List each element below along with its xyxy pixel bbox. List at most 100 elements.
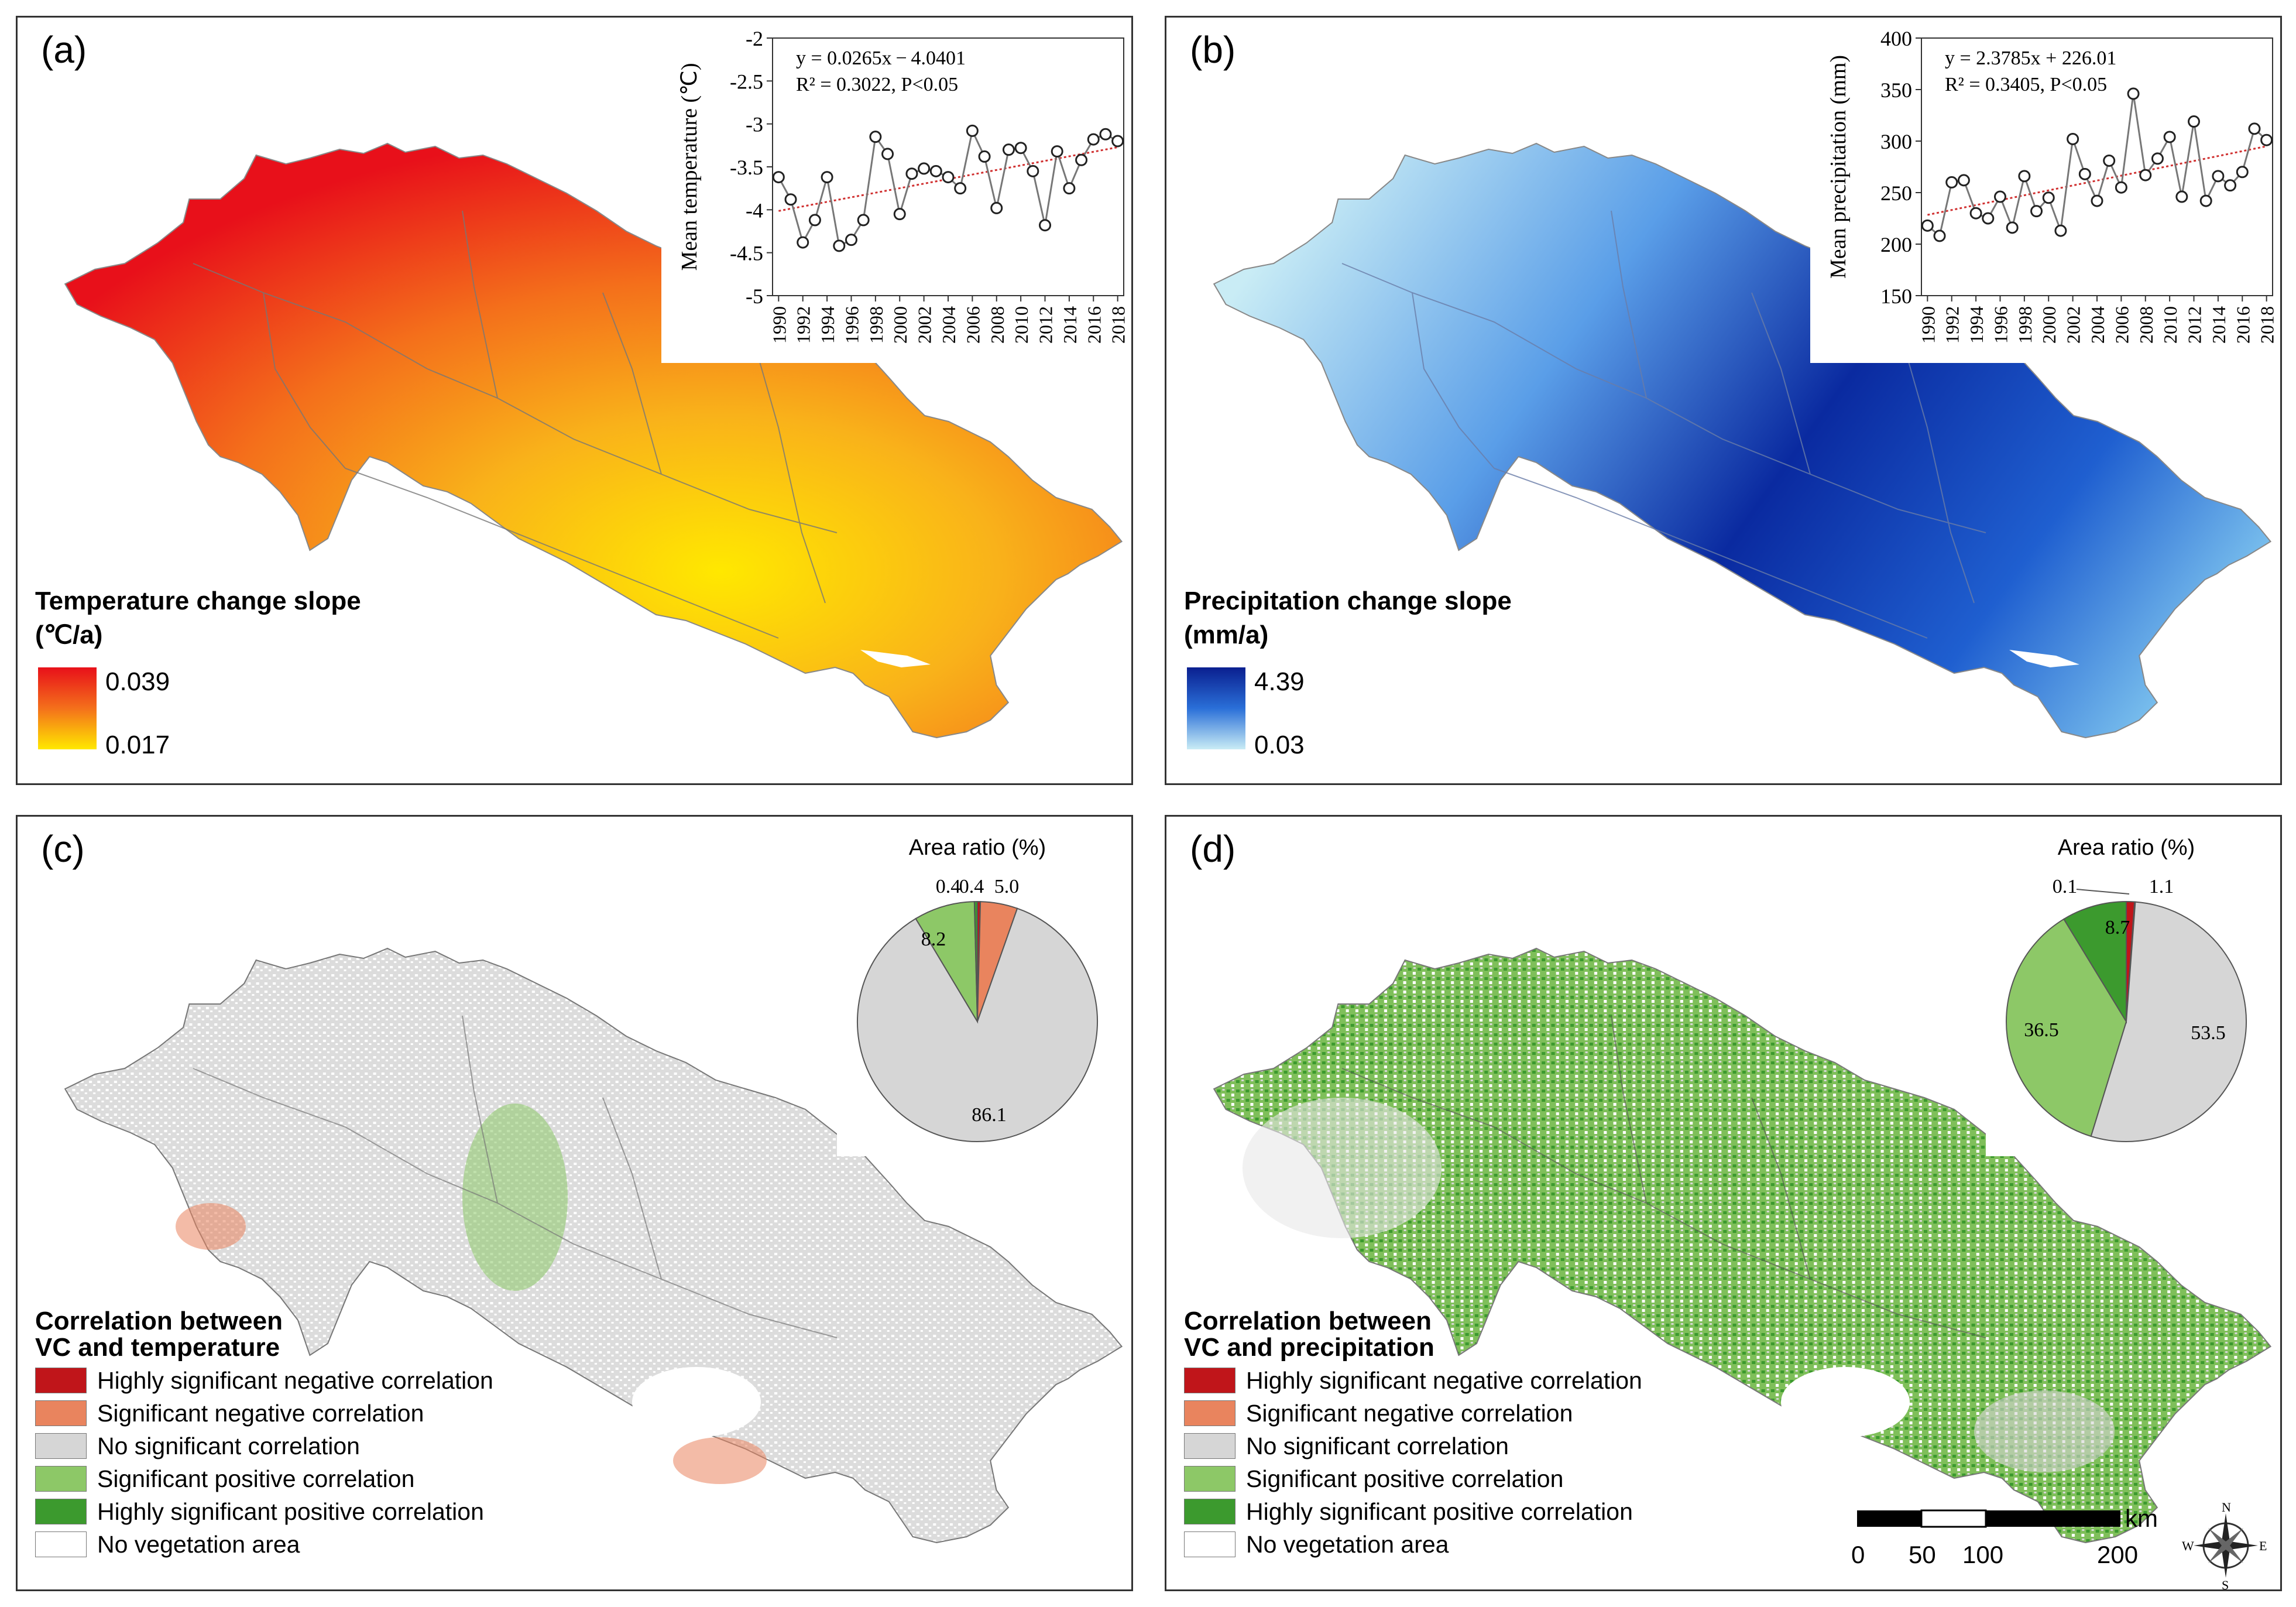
y-tick-label: 250 [1880,181,1912,205]
data-point [1014,142,1027,155]
x-tick-label: 1998 [2014,306,2036,344]
pie-slice-label: 86.1 [972,1104,1007,1126]
data-point [990,201,1003,214]
legend-swatch [35,1466,87,1492]
x-tick-label: 1990 [1917,306,1938,344]
y-tick-label: -2 [746,27,763,50]
data-point [2103,154,2116,167]
legend-swatch [35,1368,87,1393]
legend-item: No significant correlation [1184,1433,1509,1459]
x-tick-label: 2014 [1059,306,1080,344]
scale-tick: 50 [1909,1541,1936,1568]
legend-label: No vegetation area [1246,1530,1449,1558]
pie-slice-label: 5.0 [994,876,1020,897]
legend-swatch [1184,1433,1235,1459]
legend-item: Significant negative correlation [1184,1400,1573,1427]
regression-equation: y = 2.3785x + 226.01 [1945,47,2116,69]
data-point [833,239,846,252]
data-point [2030,205,2043,218]
panel-d-vc-precipitation-correlation: (d) Correlation between VC and precipita… [1165,815,2282,1591]
data-point [1087,133,1100,146]
x-tick-label: 2016 [2232,306,2253,344]
legend-title: Temperature change slope [35,587,361,615]
x-tick-label: 2018 [2257,306,2278,344]
temperature-slope-map [64,142,1123,739]
x-tick-label: 2002 [914,306,935,344]
x-tick-label: 1996 [1990,306,2011,344]
data-point [893,208,906,221]
y-tick-label: 200 [1880,233,1912,256]
compass-w: W [2182,1539,2194,1553]
scale-segment [1920,1509,1987,1528]
legend-label: Highly significant positive correlation [97,1498,484,1525]
data-point [797,236,809,249]
legend-item: Highly significant negative correlation [35,1367,493,1394]
precipitation-trend-chart: 150 200 250 300 350 400 1990 1992 1994 1996 1998 20… [1810,18,2278,363]
y-tick-label: -4.5 [730,242,763,265]
legend-max-value: 0.039 [105,667,170,696]
data-point [2224,179,2237,192]
data-point [2248,122,2261,135]
x-tick-label: 1992 [793,306,814,344]
data-point [845,234,857,246]
data-point [772,171,785,184]
pie-slice-label: 36.5 [2024,1019,2059,1041]
legend-swatch [1184,1466,1235,1492]
legend-label: Significant negative correlation [97,1399,424,1427]
legend-title: Precipitation change slope [1184,587,1512,615]
data-point [2139,169,2152,181]
x-tick-label: 2018 [1108,306,1129,344]
compass-n: N [2222,1502,2231,1515]
legend-swatch [35,1400,87,1426]
data-point [2054,224,2067,237]
leader-line [2076,889,2130,895]
pie-slice [2062,900,2127,1024]
legend-label: Highly significant positive correlation [1246,1498,1633,1525]
precipitation-color-ramp [1187,667,1245,749]
data-point [2115,181,2127,194]
y-tick-label: 400 [1880,27,1912,50]
x-tick-label: 2010 [1011,306,1032,344]
data-point [2127,87,2140,100]
y-tick-label: 350 [1880,78,1912,102]
legend-label: Significant negative correlation [1246,1399,1573,1427]
panel-label: (d) [1190,828,1236,870]
x-tick-label: 1994 [1966,306,1987,344]
compass-s: S [2222,1578,2229,1589]
legend-swatch [35,1531,87,1557]
data-point [1063,182,1076,195]
temperature-color-ramp [38,667,97,749]
x-tick-label: 1998 [866,306,887,344]
panel-a-temperature-map: (a) Temperature change slope (℃/a) 0.039… [16,16,1133,785]
legend-item: No vegetation area [1184,1531,1449,1558]
legend-item: No vegetation area [35,1531,300,1558]
north-arrow-compass: N S E W [2182,1502,2267,1589]
legend-item: Significant positive correlation [1184,1465,1563,1492]
pie-slice [857,907,1098,1142]
legend-item: Significant positive correlation [35,1465,414,1492]
data-point [1075,153,1088,166]
data-point [1969,207,1982,220]
legend-swatch [1184,1499,1235,1524]
x-tick-label: 1996 [841,306,862,344]
x-tick-label: 2002 [2063,306,2084,344]
scale-bar: km 0 50 100 200 [1851,1505,2158,1568]
data-point [881,148,894,160]
x-tick-label: 1990 [768,306,790,344]
data-point [929,165,942,177]
legend-label: Significant positive correlation [1246,1465,1564,1492]
legend-item: Highly significant positive correlation [1184,1498,1633,1525]
data-point [821,171,833,184]
x-tick-label: 2000 [890,306,911,344]
legend-subtitle: VC and precipitation [1184,1333,1434,1362]
x-tick-label: 2010 [2160,306,2181,344]
data-point [2151,152,2164,165]
scale-tick: 100 [1962,1541,2003,1568]
data-point [2006,221,2019,234]
data-point [1099,128,1112,141]
data-point [1039,219,1052,232]
x-tick-label: 2012 [2184,306,2205,344]
legend-label: Highly significant negative correlation [97,1366,493,1394]
pie-slice-label: 1.1 [2149,876,2174,897]
legend-label: No significant correlation [1246,1432,1509,1459]
